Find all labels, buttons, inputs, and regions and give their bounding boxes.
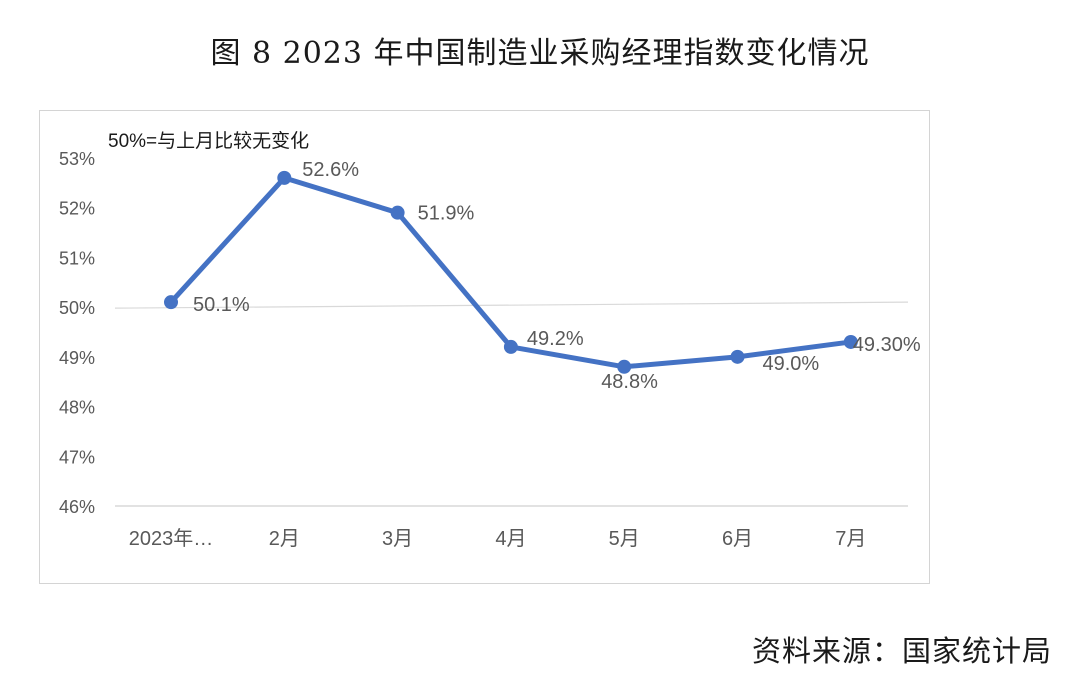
x-axis: 2023年… 2月 3月 4月 5月 6月 7月 [115, 505, 908, 550]
series-group [164, 170, 858, 374]
data-point [730, 349, 745, 364]
data-label: 50.1% [193, 294, 250, 316]
data-label: 51.9% [418, 203, 475, 225]
data-label-group: 50.1% 52.6% 51.9% 49.2% 48.8% 49.0% 49.30% [193, 159, 921, 393]
data-point [164, 295, 178, 310]
chart-frame [39, 110, 930, 584]
data-label: 49.2% [527, 328, 584, 350]
y-tick-label: 53% [59, 149, 95, 169]
y-tick-label: 47% [59, 447, 95, 467]
x-tick-label: 5月 [609, 528, 640, 550]
y-tick-label: 52% [59, 199, 95, 219]
data-point [617, 359, 632, 374]
x-tick-label: 4月 [495, 528, 526, 550]
y-tick-label: 51% [59, 248, 95, 268]
chart-annotation: 50%=与上月比较无变化 [108, 130, 309, 152]
data-point [390, 205, 405, 220]
y-tick-label: 49% [59, 348, 95, 368]
source-note: 资料来源：国家统计局 [751, 634, 1052, 668]
x-tick-label: 2月 [269, 528, 300, 550]
y-tick-label: 48% [59, 398, 95, 418]
x-tick-label: 2023年… [129, 527, 214, 550]
data-label: 48.8% [601, 371, 658, 393]
data-point [277, 170, 292, 185]
y-tick-label: 46% [59, 497, 95, 517]
page-title: 图 8 2023 年中国制造业采购经理指数变化情况 [210, 36, 870, 71]
y-tick-label: 50% [59, 298, 95, 318]
x-tick-label: 6月 [722, 528, 753, 550]
x-tick-label: 3月 [382, 528, 413, 550]
x-tick-label: 7月 [835, 528, 866, 550]
data-point [503, 339, 518, 354]
y-axis: 46% 47% 48% 49% 50% 51% 52% 53% [59, 149, 95, 517]
data-point [843, 334, 858, 349]
reference-line-50 [114, 301, 909, 309]
data-label: 49.0% [763, 353, 820, 375]
data-label: 52.6% [302, 159, 359, 181]
series-line [168, 175, 854, 370]
reference-line-group [114, 301, 909, 309]
data-label: 49.30% [853, 334, 921, 356]
